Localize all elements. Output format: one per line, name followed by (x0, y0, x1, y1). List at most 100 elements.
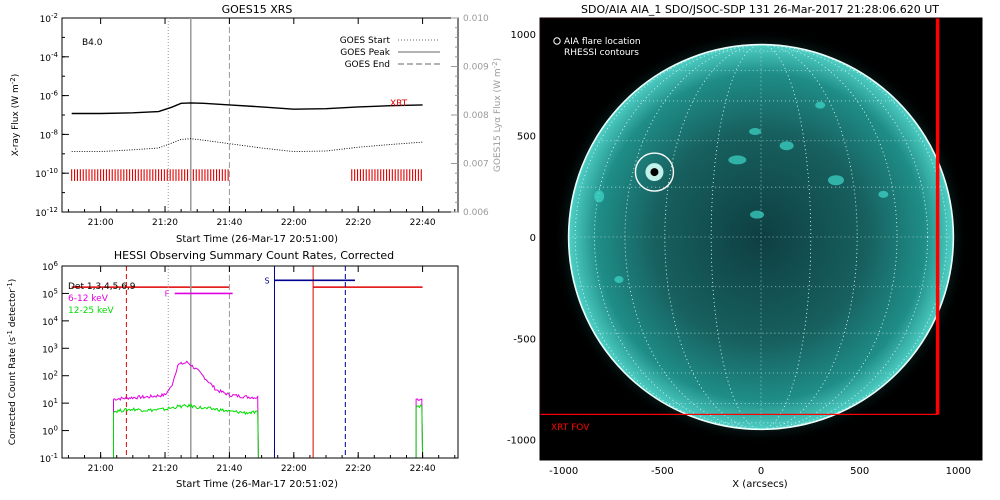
aia-title: SDO/AIA AIA_1 SDO/JSOC-SDP 131 26-Mar-20… (581, 3, 939, 16)
aia-y-axis: 1000 500 0 -500 -1000 (507, 30, 982, 447)
goes-y2-axis: 0.006 0.007 0.008 0.009 0.010 (451, 14, 489, 218)
goes-class-label: B4.0 (82, 38, 103, 48)
hessi-y-tick-label-exp: 6 (54, 260, 59, 268)
aia-x-tick-label: 500 (850, 466, 869, 477)
aia-solar-limb (567, 43, 955, 431)
hessi-y-label-close: ) (8, 279, 18, 283)
goes-y-tick-label: 10-4 (40, 51, 59, 64)
aia-image-panel: SDO/AIA AIA_1 SDO/JSOC-SDP 131 26-Mar-20… (507, 3, 983, 490)
hessi-series (113, 360, 424, 459)
aia-x-axis: -1000 -500 0 500 1000 (543, 18, 979, 477)
goes-x-axis-label: Start Time (26-Mar-17 20:51:00) (176, 234, 338, 245)
goes-y2-tick-label: 0.008 (463, 111, 489, 121)
goes-x-tick-label: 22:00 (281, 218, 307, 228)
aia-active-region (815, 101, 826, 109)
goes-y-tick-label-exp: -2 (51, 12, 58, 20)
goes-xrs-panel: GOES15 XRS 21:00 21:20 21:40 22:00 22:20 22:4… (9, 3, 503, 245)
goes-y-label-main: X-ray Flux (W m (11, 84, 21, 156)
hessi-y-label-exp2: -1 (6, 282, 14, 289)
hessi-y-tick-label-base: 10 (42, 345, 54, 355)
aia-xrt-fov-label: XRT FOV (551, 423, 590, 433)
aia-flare-core (650, 168, 659, 177)
hessi-y-label-main: Corrected Count Rate (s (8, 337, 18, 446)
hessi-y-tick-label: 106 (42, 260, 58, 273)
hessi-legend-label: 6-12 keV (68, 294, 109, 304)
aia-longitude-line (593, 44, 929, 430)
goes-y-tick-label: 10-2 (40, 12, 58, 25)
hessi-y-tick-label-base: 10 (42, 400, 54, 410)
hessi-y-tick-label-base: 10 (42, 318, 54, 328)
hessi-x-tick-label: 21:20 (152, 464, 178, 474)
hessi-y-tick-label-base: 10 (42, 290, 54, 300)
hessi-y-tick-label-exp: 3 (54, 342, 58, 350)
hessi-y-tick-label: 105 (42, 287, 58, 300)
hessi-time-markers (125, 266, 346, 458)
goes-y-label-close: ) (11, 74, 21, 78)
goes-legend-label: GOES Start (340, 36, 391, 46)
goes-legend: GOES Start GOES Peak GOES End (340, 36, 440, 70)
hessi-6-12kev-line (113, 360, 259, 459)
hessi-y-tick-label-base: 10 (42, 263, 54, 273)
hessi-y-tick-label: 102 (42, 370, 58, 383)
goes-legend-label: GOES End (345, 60, 390, 70)
hessi-y-tick-label-base: 10 (40, 455, 52, 465)
hessi-y-axis-label: Corrected Count Rate (s-1 detector-1) (6, 279, 18, 446)
hessi-y-tick-label: 100 (42, 425, 58, 438)
goes-y2-tick-label: 0.006 (463, 208, 489, 218)
goes-y-tick-label-exp: -10 (47, 167, 58, 175)
goes-title: GOES15 XRS (222, 3, 293, 16)
goes-y-tick-label: 10-10 (35, 167, 58, 180)
goes-x-tick-label: 22:40 (410, 218, 436, 228)
aia-y-tick-label: 1000 (511, 30, 536, 41)
aia-legend-flare-label: AIA flare location (564, 37, 641, 47)
hessi-title: HESSI Observing Summary Count Rates, Cor… (114, 249, 394, 262)
goes-x-axis: 21:00 21:20 21:40 22:00 22:20 22:40 (67, 18, 456, 228)
goes-y2-tick-label: 0.009 (463, 63, 489, 73)
goes-y-tick-label-base: 10 (35, 209, 47, 219)
aia-active-regions (594, 101, 889, 284)
hessi-12-25kev-line (113, 403, 259, 459)
goes-x-tick-label: 21:40 (216, 218, 242, 228)
hessi-x-tick-label: 21:40 (216, 464, 242, 474)
goes-short-channel-line (71, 138, 423, 153)
aia-flare-location-circle (634, 152, 675, 192)
hessi-y-tick-label: 104 (42, 315, 58, 328)
aia-longitude-line (710, 44, 812, 430)
goes-x-tick-label: 21:00 (88, 218, 114, 228)
hessi-y-tick-label-exp: -1 (51, 452, 58, 460)
hessi-x-tick-label: 22:20 (345, 464, 371, 474)
hessi-flag-label: S (264, 276, 269, 285)
hessi-12-25kev-line (415, 404, 424, 459)
aia-legend-rhessi-label: RHESSI contours (564, 48, 639, 58)
hessi-flags: FS (165, 276, 355, 298)
hessi-x-axis-label: Start Time (26-Mar-17 20:51:02) (176, 479, 338, 490)
goes-y-tick-label: 10-8 (40, 128, 58, 141)
hessi-y-tick-label-base: 10 (42, 373, 54, 383)
hessi-y-label-exp1: -1 (6, 330, 14, 337)
hessi-x-tick-label: 22:40 (410, 464, 436, 474)
goes-y2-label-close: ) (493, 58, 503, 62)
goes-y2-label-main: GOES15 Lyα Flux (W m (493, 68, 503, 172)
hessi-y-tick-label-exp: 2 (54, 370, 58, 378)
aia-y-tick-label: -500 (513, 334, 536, 345)
aia-active-region (614, 276, 624, 284)
hessi-y-tick-label: 10-1 (40, 452, 58, 465)
goes-plot-frame (61, 17, 459, 213)
aia-active-region (728, 155, 747, 165)
goes-y-label-exp: -2 (9, 77, 17, 84)
goes-y2-axis-label: GOES15 Lyα Flux (W m-2) (491, 58, 503, 172)
aia-y-tick-label: -1000 (507, 436, 536, 447)
aia-active-region (779, 141, 794, 151)
aia-y-tick-label: 0 (530, 233, 536, 244)
hessi-y-tick-label-exp: 5 (54, 287, 58, 295)
goes-y2-tick-label: 0.007 (463, 160, 489, 170)
goes-y-tick-label-base: 10 (35, 170, 47, 180)
hessi-legend-label: 12-25 keV (68, 306, 114, 316)
goes-y-tick-label-exp: -6 (51, 90, 59, 98)
goes-y-tick-label: 10-6 (40, 90, 59, 103)
hessi-x-axis: 21:00 21:20 21:40 22:00 22:20 22:40 (67, 266, 456, 474)
goes-y-tick-label-base: 10 (40, 93, 52, 103)
goes-y-tick-label-exp: -8 (51, 128, 58, 136)
